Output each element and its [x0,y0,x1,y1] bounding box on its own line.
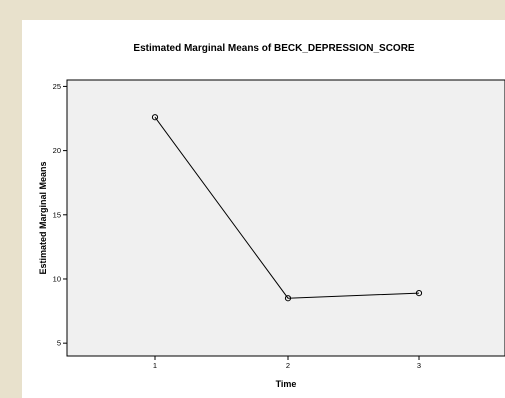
chart: Estimated Marginal Means of BECK_DEPRESS… [38,43,505,389]
data-point [415,289,423,297]
y-tick-label: 20 [53,146,61,155]
y-tick-label: 5 [57,339,61,348]
x-tick-label: 2 [286,361,290,370]
chart-title: Estimated Marginal Means of BECK_DEPRESS… [133,43,415,54]
y-tick-label: 10 [53,274,61,283]
y-axis: 5 10 15 20 25 [53,82,67,348]
plot-area [66,79,505,357]
x-tick-label: 3 [417,361,421,370]
y-tick-label: 15 [53,210,61,219]
data-point [284,295,292,302]
y-tick-label: 25 [53,82,61,91]
x-tick-label: 1 [153,361,157,370]
x-axis: 1 2 3 [153,356,421,370]
data-point [151,114,159,121]
chart-frame: Estimated Marginal Means of BECK_DEPRESS… [22,20,505,398]
series-line [154,116,420,299]
series-group [151,114,423,302]
x-axis-label: Time [276,379,297,389]
y-axis-label: Estimated Marginal Means [38,161,48,274]
